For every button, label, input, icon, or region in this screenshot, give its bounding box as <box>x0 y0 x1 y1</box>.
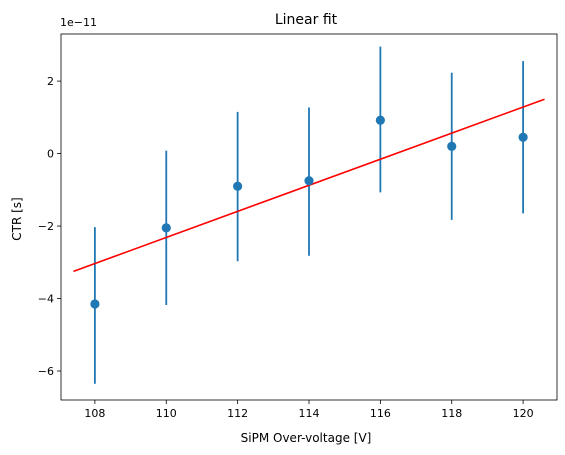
data-point <box>90 299 100 309</box>
y-tick-label: −4 <box>38 293 54 306</box>
y-tick-label: 0 <box>47 148 54 161</box>
data-point <box>161 223 171 233</box>
data-point <box>304 176 314 186</box>
data-point <box>375 115 385 125</box>
x-tick-label: 108 <box>84 407 105 420</box>
x-tick-label: 112 <box>227 407 248 420</box>
x-tick-label: 116 <box>370 407 391 420</box>
y-tick-label: −6 <box>38 365 54 378</box>
y-tick-label: −2 <box>38 220 54 233</box>
x-tick-label: 120 <box>513 407 534 420</box>
axes-frame <box>60 33 558 401</box>
plot-area: 108 110 112 114 116 118 120 −6 −4 −2 0 2 <box>38 33 558 420</box>
y-tick-label: 2 <box>47 75 54 88</box>
y-axis-label: CTR [s] <box>10 197 24 240</box>
data-point <box>518 132 528 142</box>
chart-title: Linear fit <box>275 12 338 28</box>
data-point <box>233 181 243 191</box>
x-tick-label: 118 <box>441 407 462 420</box>
data-point <box>447 141 457 151</box>
x-tick-label: 110 <box>156 407 177 420</box>
x-axis-label: SiPM Over-voltage [V] <box>241 431 372 445</box>
x-tick-label: 114 <box>299 407 320 420</box>
y-offset-label: 1e−11 <box>60 16 97 29</box>
